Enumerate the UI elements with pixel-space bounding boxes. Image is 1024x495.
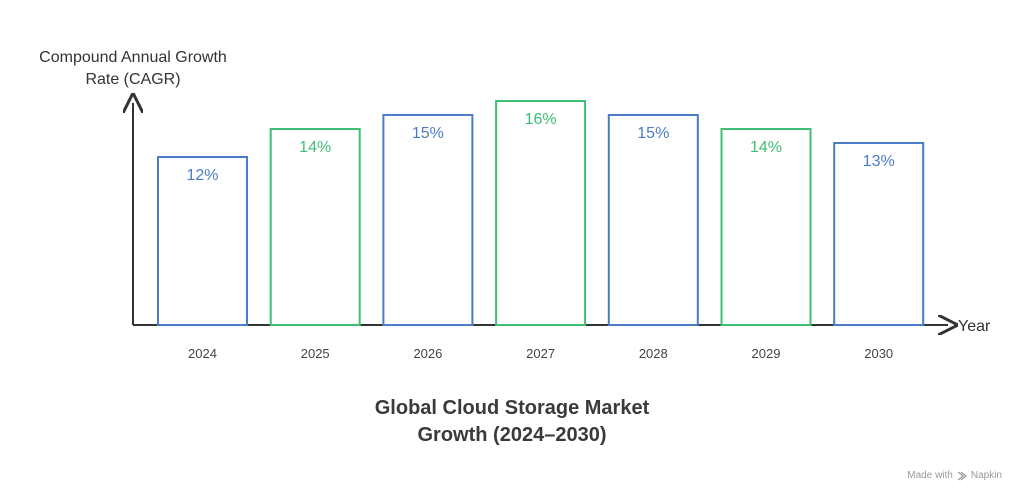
bar-2027 (495, 100, 587, 326)
bar-2025 (269, 128, 361, 326)
x-tick-label-2029: 2029 (752, 346, 781, 361)
bar-value-label-2028: 15% (637, 125, 669, 142)
napkin-logo-icon (957, 470, 967, 481)
chart-title-line-2: Growth (2024–2030) (417, 424, 607, 446)
bar-value-label-2024: 12% (186, 167, 218, 184)
chart-title-line-1: Global Cloud Storage Market (374, 397, 650, 419)
bar-value-label-2025: 14% (299, 139, 331, 156)
x-tick-label-2030: 2030 (864, 346, 893, 361)
bar-2030 (833, 142, 925, 326)
x-tick-label-2025: 2025 (301, 346, 330, 361)
bar-value-label-2026: 15% (412, 125, 444, 142)
napkin-brand-text: Napkin (970, 470, 1002, 481)
x-tick-label-2026: 2026 (413, 346, 442, 361)
bar-value-label-2029: 14% (750, 139, 782, 156)
bar-value-label-2027: 16% (525, 111, 557, 128)
x-tick-label-2028: 2028 (639, 346, 668, 361)
x-tick-label-2027: 2027 (526, 346, 555, 361)
bar-2029 (720, 128, 812, 326)
bar-2028 (607, 114, 699, 326)
y-axis-label-line-2: Rate (CAGR) (85, 71, 180, 88)
bars-layer: 12% 2024 14% 2025 15% 2026 16% 2027 15% 2028 14% 20… (157, 100, 925, 361)
bar-value-label-2030: 13% (863, 153, 895, 170)
made-with-text: Made with (907, 470, 953, 481)
x-tick-label-2024: 2024 (188, 346, 217, 361)
made-with-napkin-badge: Made with Napkin (907, 470, 1002, 481)
bar-2024 (157, 156, 248, 326)
bar-2026 (382, 114, 474, 326)
x-axis-label: Year (958, 318, 991, 335)
y-axis-label-line-1: Compound Annual Growth (39, 49, 227, 66)
